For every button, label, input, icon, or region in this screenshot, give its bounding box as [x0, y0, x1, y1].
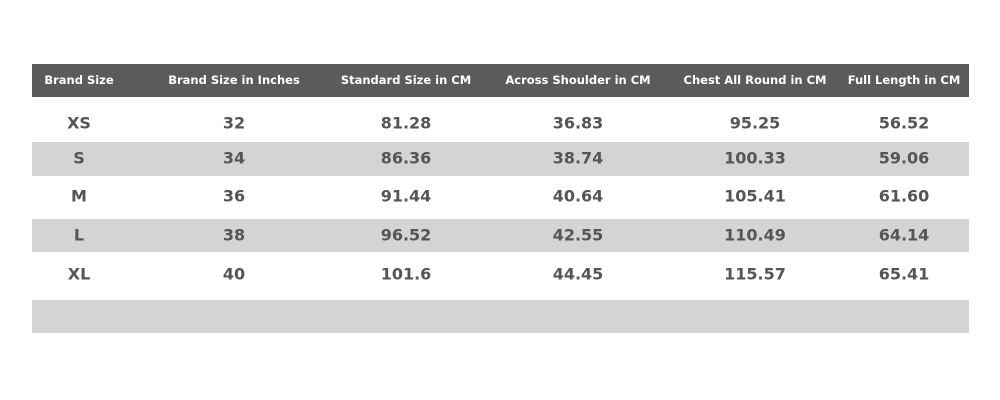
table-cell: 38 — [222, 225, 246, 245]
table-cell: 38.74 — [552, 148, 604, 168]
column-header: Brand Size in Inches — [168, 73, 300, 87]
table-cell: 86.36 — [380, 148, 432, 168]
table-cell: 91.44 — [380, 186, 432, 206]
column-header: Brand Size — [44, 73, 114, 87]
table-cell: 56.52 — [878, 113, 930, 133]
table-cell: 115.57 — [724, 264, 786, 284]
table-cell: 44.45 — [552, 264, 604, 284]
table-cell: 40 — [222, 264, 246, 284]
table-cell: 100.33 — [724, 148, 786, 168]
table-cell: 42.55 — [552, 225, 604, 245]
empty-row — [32, 300, 969, 333]
header-row — [32, 64, 969, 97]
table-cell: 101.6 — [380, 264, 432, 284]
table-cell: 36.83 — [552, 113, 604, 133]
column-header: Standard Size in CM — [340, 73, 472, 87]
column-header: Across Shoulder in CM — [505, 73, 651, 87]
table-cell: 81.28 — [380, 113, 432, 133]
column-header: Full Length in CM — [847, 73, 961, 87]
row-band — [32, 142, 969, 176]
table-cell: 110.49 — [724, 225, 786, 245]
table-cell: 59.06 — [878, 148, 930, 168]
table-cell: 105.41 — [724, 186, 786, 206]
table-cell: 40.64 — [552, 186, 604, 206]
column-header: Chest All Round in CM — [683, 73, 827, 87]
table-cell: 65.41 — [878, 264, 930, 284]
table-cell: 96.52 — [380, 225, 432, 245]
table-cell: 61.60 — [878, 186, 930, 206]
table-cell: L — [73, 225, 85, 245]
row-band — [32, 219, 969, 252]
table-cell: 64.14 — [878, 225, 930, 245]
table-cell: M — [71, 186, 87, 206]
table-cell: S — [73, 148, 85, 168]
table-cell: XS — [67, 113, 91, 133]
table-cell: 32 — [222, 113, 246, 133]
table-cell: 34 — [222, 148, 246, 168]
table-cell: 36 — [222, 186, 246, 206]
table-cell: 95.25 — [729, 113, 781, 133]
table-cell: XL — [67, 264, 91, 284]
